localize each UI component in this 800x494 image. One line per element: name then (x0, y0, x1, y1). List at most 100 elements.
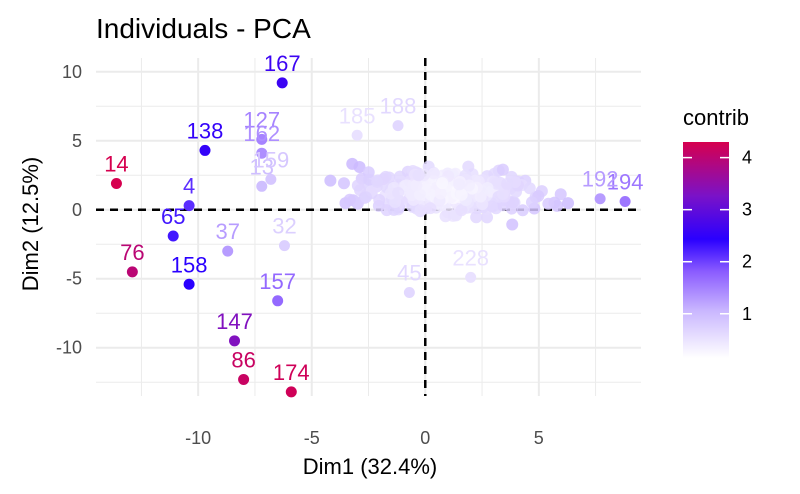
data-point (256, 133, 268, 145)
data-point (324, 174, 337, 187)
data-point (256, 147, 268, 159)
legend-ticks: 1 2 3 4 (683, 148, 752, 324)
point-label: 138 (187, 118, 224, 143)
point-label: 174 (273, 360, 310, 385)
data-point (276, 77, 288, 89)
point-label: 37 (215, 219, 239, 244)
data-point (351, 179, 364, 192)
y-tick-label: -5 (66, 269, 82, 289)
chart-title: Individuals - PCA (96, 13, 311, 44)
data-point (183, 200, 195, 212)
data-point (455, 188, 468, 201)
data-point (371, 175, 384, 188)
data-point (278, 240, 290, 252)
data-point (619, 195, 631, 207)
legend-tick-label: 2 (742, 252, 752, 272)
data-point (523, 182, 536, 195)
data-point (486, 200, 499, 213)
data-point (455, 204, 468, 217)
legend-tick-label: 3 (742, 200, 752, 220)
data-point (392, 120, 404, 132)
data-point (554, 188, 567, 201)
legend-tick-label: 4 (742, 148, 752, 168)
data-point (238, 373, 250, 385)
point-label: 76 (120, 240, 144, 265)
point-label: 185 (339, 103, 376, 128)
data-point (373, 193, 386, 206)
grid-lines (96, 58, 641, 396)
legend-title: contrib (683, 105, 749, 130)
data-point (256, 180, 268, 192)
point-label: 158 (171, 252, 208, 277)
y-axis-title: Dim2 (12.5%) (18, 157, 43, 291)
point-label: 14 (104, 152, 128, 177)
y-tick-label: -10 (56, 338, 82, 358)
data-point (496, 187, 509, 200)
data-point (126, 266, 138, 278)
data-point (490, 177, 503, 190)
data-point (470, 211, 483, 224)
data-point (337, 177, 350, 190)
point-label: 32 (272, 214, 296, 239)
data-point (343, 193, 356, 206)
data-point (359, 191, 372, 204)
point-label: 194 (607, 169, 644, 194)
data-point (414, 204, 427, 217)
x-tick-label: -10 (185, 428, 211, 448)
data-point (424, 202, 437, 215)
labeled-points: 1476654158138371478613127162159157167174… (104, 51, 643, 398)
data-point (272, 295, 284, 307)
point-cloud (324, 157, 575, 231)
data-point (436, 177, 449, 190)
point-label: 159 (252, 147, 289, 172)
data-point (167, 230, 179, 242)
point-label: 4 (183, 174, 195, 199)
data-point (199, 144, 211, 156)
data-point (403, 287, 415, 299)
point-label: 192 (582, 167, 619, 192)
data-point (285, 386, 297, 398)
data-point (351, 129, 363, 141)
legend: contrib 1 2 3 4 (683, 105, 752, 358)
data-point (542, 197, 555, 210)
legend-colorbar (683, 142, 729, 358)
data-point (183, 278, 195, 290)
x-tick-label: -5 (304, 428, 320, 448)
data-point (414, 188, 427, 201)
data-point (465, 271, 477, 283)
data-point (501, 177, 514, 190)
data-point (439, 210, 452, 223)
data-point (346, 157, 359, 170)
x-axis-title: Dim1 (32.4%) (303, 454, 437, 479)
point-label: 86 (231, 347, 255, 372)
data-point (507, 196, 520, 209)
data-point (392, 186, 405, 199)
point-label: 65 (161, 204, 185, 229)
point-label: 127 (243, 107, 280, 132)
point-label: 162 (243, 121, 280, 146)
data-point (562, 197, 575, 210)
data-point (229, 335, 241, 347)
data-point (412, 169, 425, 182)
data-point (434, 187, 447, 200)
data-point (496, 163, 509, 176)
x-tick-label: 0 (420, 428, 430, 448)
y-tick-label: 10 (62, 62, 82, 82)
x-tick-label: 5 (534, 428, 544, 448)
y-tick-label: 5 (72, 131, 82, 151)
data-point (427, 167, 440, 180)
data-point (506, 218, 519, 231)
data-point (516, 204, 529, 217)
axis-ticks: -10 -5 0 5 -10 -5 0 5 10 (56, 62, 544, 448)
data-point (110, 178, 122, 190)
data-point (481, 181, 494, 194)
data-point (594, 193, 606, 205)
data-point (453, 178, 466, 191)
y-tick-label: 0 (72, 200, 82, 220)
point-label: 157 (259, 269, 296, 294)
data-point (525, 196, 538, 209)
point-label: 45 (397, 261, 421, 286)
point-label: 147 (216, 309, 253, 334)
legend-tick-label: 1 (742, 304, 752, 324)
